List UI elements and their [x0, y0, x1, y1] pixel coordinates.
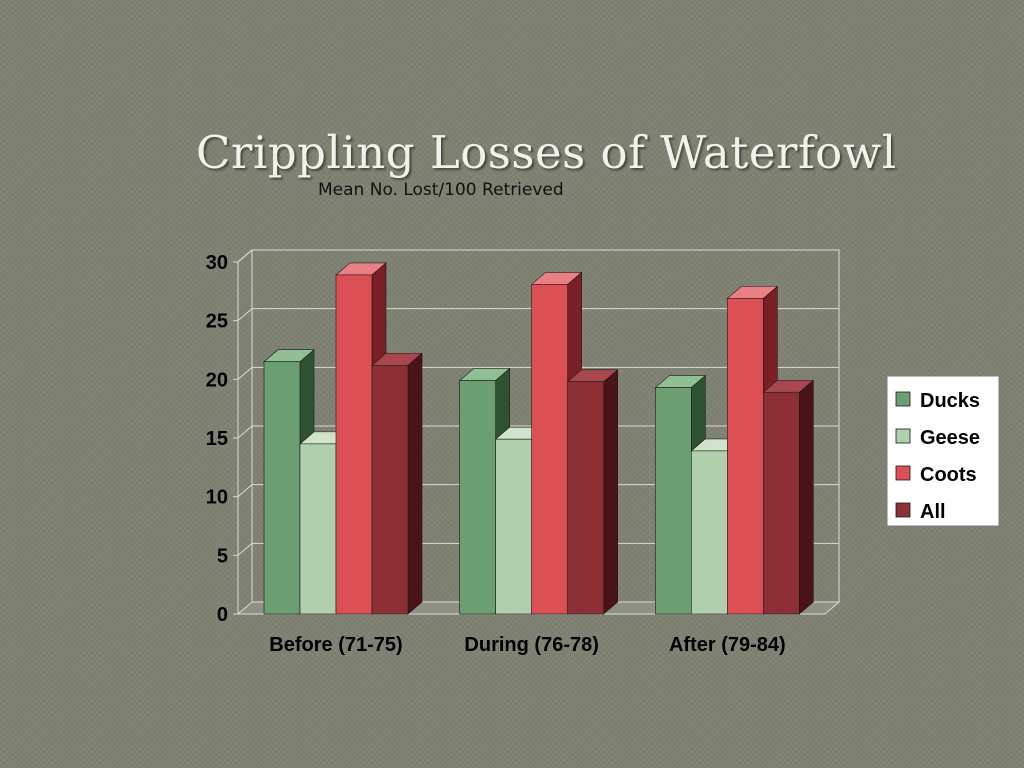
legend-item-all: All — [895, 501, 946, 523]
bar-front — [531, 283, 568, 615]
legend-item-geese: Geese — [895, 427, 980, 449]
x-tick-label: Before (71-75) — [269, 634, 402, 656]
legend-label: Coots — [920, 464, 977, 486]
bar-all-1 — [566, 369, 619, 615]
legend-swatch — [895, 428, 911, 444]
bar-front — [727, 298, 764, 615]
bar-front — [459, 380, 496, 615]
y-tick-label: 30 — [206, 252, 228, 274]
legend-item-ducks: Ducks — [895, 390, 980, 412]
legend-item-coots: Coots — [895, 464, 977, 486]
gridline-depth — [237, 308, 253, 322]
y-tick-label: 5 — [217, 545, 228, 567]
chart-subtitle: Mean No. Lost/100 Retrieved — [318, 180, 564, 200]
legend-swatch — [895, 502, 911, 518]
legend-label: Ducks — [920, 390, 980, 412]
legend-swatch — [895, 391, 911, 407]
bar-front — [691, 450, 728, 615]
gridline-depth — [237, 542, 253, 556]
legend-label: Geese — [920, 427, 980, 449]
bar-front — [655, 387, 692, 615]
bar-side — [799, 379, 814, 615]
legend-label: All — [920, 501, 946, 523]
bar-front — [263, 361, 301, 615]
y-tick-label: 0 — [217, 604, 228, 626]
legend-swatch — [895, 465, 911, 481]
gridline-depth — [237, 366, 253, 380]
bar-all-2 — [762, 379, 815, 615]
bar-front — [371, 364, 409, 615]
bar-front — [495, 438, 532, 615]
bar-front — [567, 381, 604, 615]
y-tick-label: 25 — [206, 311, 228, 333]
bar-front — [335, 274, 373, 615]
gridline-depth — [237, 484, 253, 498]
bar-front — [763, 391, 800, 615]
bar-front — [299, 443, 337, 615]
y-tick-label: 15 — [206, 428, 228, 450]
legend: Ducks Geese Coots All — [886, 375, 1000, 527]
y-tick-label: 10 — [206, 487, 228, 509]
bars — [263, 262, 815, 615]
y-tick-label: 20 — [206, 369, 228, 391]
x-tick-label: After (79-84) — [669, 634, 786, 656]
x-axis: Before (71-75) During (76-78) After (79-84… — [269, 634, 785, 656]
gridline-depth — [237, 425, 253, 439]
gridline-depth — [237, 249, 253, 263]
slide-title: Crippling Losses of Waterfowl — [196, 126, 897, 179]
bar-side — [603, 369, 618, 615]
x-tick-label: During (76-78) — [464, 634, 598, 656]
bar-all-0 — [371, 352, 423, 615]
bar-side — [407, 352, 423, 615]
y-axis: 0 5 10 15 20 25 30 — [206, 252, 238, 626]
